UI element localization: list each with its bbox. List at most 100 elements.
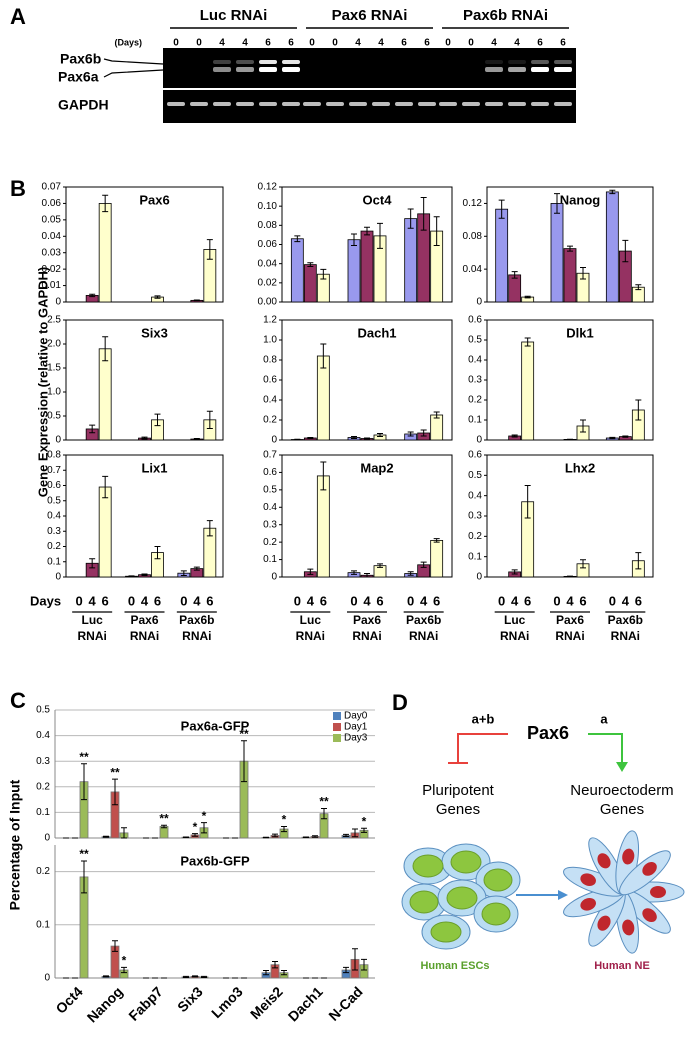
y-tick-label: 0.4 [263,502,277,513]
group-label: Pax6b [608,613,643,627]
error-bar [307,568,314,575]
day-label: 0 [180,593,187,608]
y-tick-label: 0.00 [258,297,278,308]
error-bar [102,475,109,499]
day-label: 6 [320,593,327,608]
error-bar [272,961,278,969]
gel-band [485,102,503,106]
error-bar [622,239,629,263]
x-tick-label: Six3 [174,983,206,1015]
y-tick-label: 0.3 [47,526,61,537]
target-label: Genes [436,801,480,818]
bar [98,203,112,303]
panel-label: C [10,688,26,713]
y-tick-label: 0.04 [463,264,483,275]
significance-label: ** [239,727,249,741]
panel-label: B [10,176,26,201]
esc-cluster [401,843,521,950]
y-tick-label: 1.2 [263,315,277,326]
lane-label: 4 [355,38,361,49]
y-tick-label: 0.08 [463,231,483,242]
error-bar [112,778,118,806]
error-bar [635,399,642,421]
error-bar [320,461,327,491]
gel-band [303,102,321,106]
lane-label: 0 [445,38,451,49]
lane-label: 6 [401,38,407,49]
y-tick-label: 0.08 [258,220,278,231]
gel-band [167,102,185,106]
gel-image [163,48,576,88]
gel-band [372,102,390,106]
error-bar [201,975,207,978]
gel-band [282,67,300,72]
group-label: Pax6b [406,613,441,627]
significance-label: * [282,813,287,827]
y-tick-label: 0.1 [468,551,482,562]
significance-label: ** [79,847,89,861]
chart-title: Pax6b-GFP [180,853,250,868]
chart-title: Six3 [141,325,168,340]
bar [290,238,304,303]
error-bar [128,575,135,578]
error-bar [183,975,189,978]
error-bar [281,825,287,833]
bar [98,486,112,578]
error-bar [303,836,309,838]
error-bar [580,267,586,280]
error-bar [511,271,518,279]
error-bar [263,836,269,839]
error-bar [192,975,198,978]
day-label: 0 [498,593,505,608]
y-tick-label: 2.5 [47,315,61,326]
lane-label: 0 [468,38,474,49]
error-bar [524,295,531,299]
cell-label: Human ESCs [420,960,489,972]
error-bar [263,970,269,976]
error-bar [312,835,318,838]
error-bar [89,424,96,434]
band-label: GAPDH [58,97,109,113]
error-bar [206,239,213,260]
error-bar [294,235,301,243]
x-tick-label: Fabp7 [125,983,166,1024]
error-bar [320,343,327,369]
y-tick-label: 0.1 [468,415,482,426]
bar [303,264,317,303]
group-label: RNAi [409,629,438,643]
y-tick-label: 0.05 [42,214,62,225]
group-label: Luc RNAi [200,7,268,24]
gel-band [236,60,254,64]
y-tick-label: 0.02 [258,277,278,288]
bar [605,191,619,303]
chart-title: Lhx2 [565,460,595,475]
y-tick-label: 0.5 [468,470,482,481]
day-label: 4 [193,593,201,608]
day-label: 0 [609,593,616,608]
lane-label: 6 [537,38,543,49]
day-label: 0 [294,593,301,608]
y-tick-label: 0 [271,435,277,446]
gel-band [213,102,231,106]
error-bar [364,573,370,578]
y-tick-label: 0.5 [263,484,277,495]
significance-label: * [193,820,198,834]
lane-label: 0 [309,38,315,49]
gel-band [485,60,503,64]
y-tick-label: 0.3 [468,375,482,386]
error-bar [112,940,118,952]
y-tick-label: 0.5 [47,495,61,506]
y-tick-label: 0.12 [258,182,278,193]
error-bar [81,763,87,801]
significance-label: * [122,954,127,968]
regulator: Pax6 [527,723,569,743]
diagram: Pax6 a+b a Pluripotent Genes Neuroectode… [401,711,685,972]
chart-title: Oct4 [363,192,393,207]
group-label: RNAi [611,629,640,643]
lane-label: 4 [514,38,520,49]
gel-band [554,102,572,106]
bar [316,355,330,441]
error-bar [141,436,148,440]
error-bar [241,740,247,783]
y-tick-label: 0.03 [42,247,62,258]
